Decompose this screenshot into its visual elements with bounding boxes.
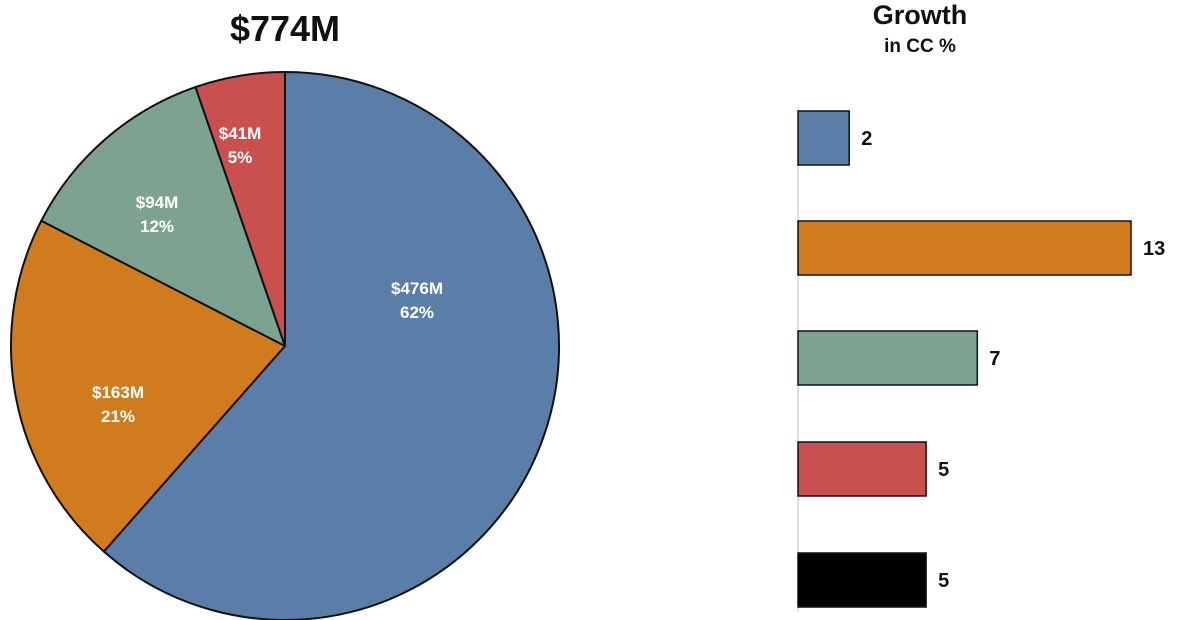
pie-total-title: $774M — [229, 8, 341, 49]
growth-subtitle: in CC % — [884, 36, 956, 57]
growth-title: Growth — [872, 0, 968, 30]
growth-bar — [797, 441, 927, 497]
slice-value-label: $94M — [136, 193, 179, 212]
growth-bar — [797, 552, 927, 608]
slice-percent-label: 12% — [140, 217, 174, 236]
growth-value-label: 13 — [1143, 238, 1165, 260]
pie-slice — [40, 86, 286, 347]
growth-value-label: 7 — [989, 348, 1000, 370]
pie-slice — [10, 219, 286, 553]
growth-bar — [797, 110, 850, 166]
pie-slice — [194, 71, 286, 347]
growth-value-label: 5 — [938, 570, 949, 592]
growth-value-label: 5 — [938, 459, 949, 481]
slice-percent-label: 62% — [400, 303, 434, 322]
slice-value-label: $163M — [92, 383, 144, 402]
growth-value-label: 2 — [861, 128, 872, 150]
slice-percent-label: 5% — [228, 148, 253, 167]
growth-bar — [797, 220, 1132, 276]
slice-value-label: $476M — [391, 279, 443, 298]
slice-percent-label: 21% — [101, 407, 135, 426]
growth-bar — [797, 330, 979, 386]
slice-value-label: $41M — [219, 124, 262, 143]
pie-slice — [102, 71, 560, 620]
